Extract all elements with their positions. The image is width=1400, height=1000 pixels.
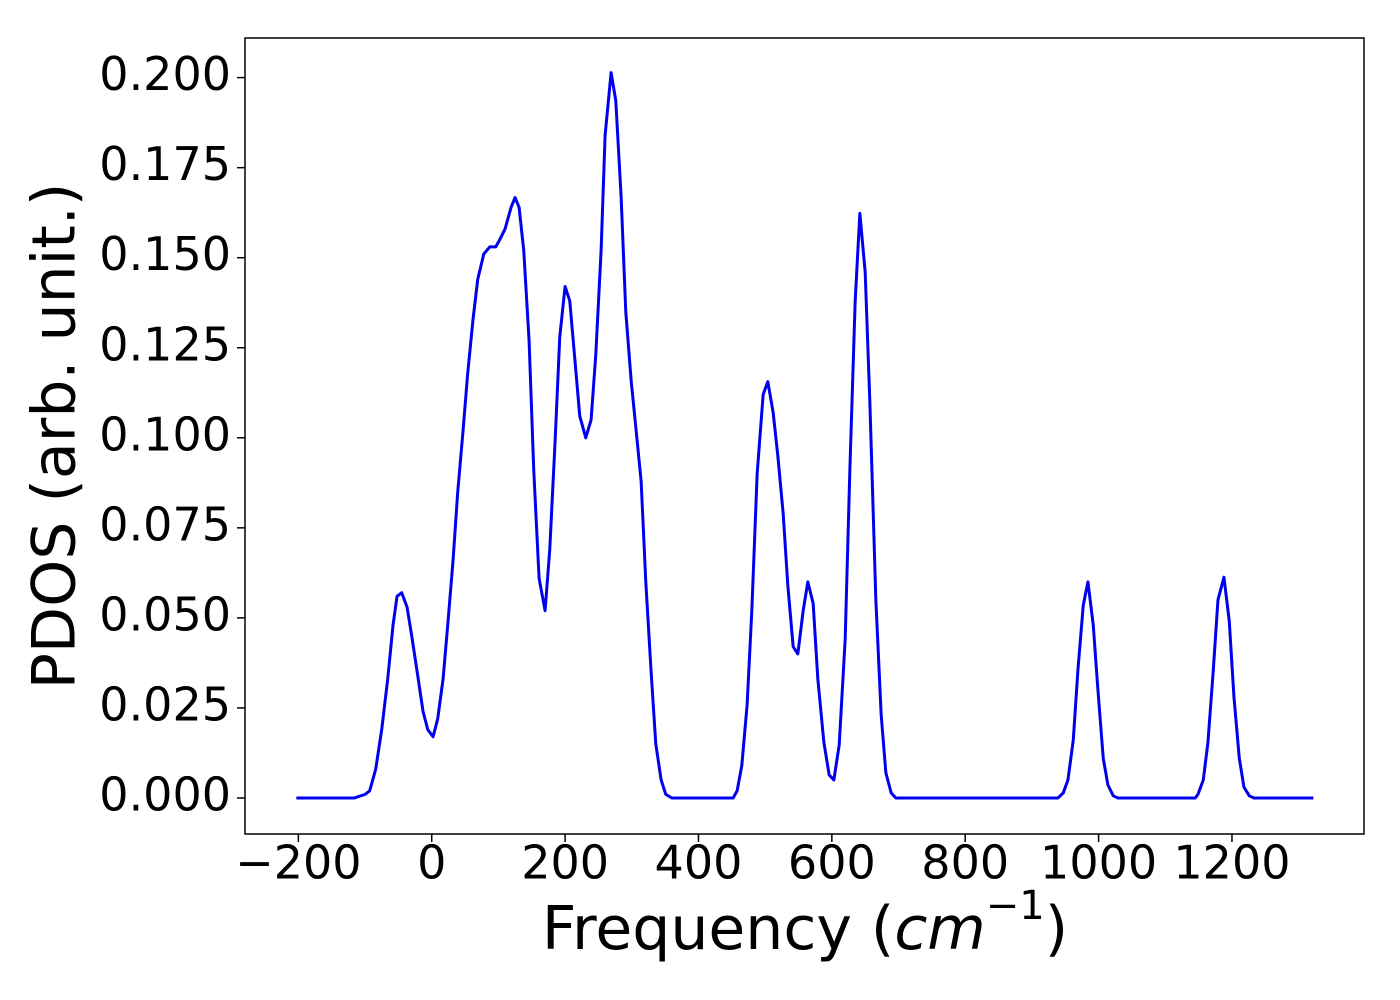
- x-tick-label: 800: [921, 836, 1009, 890]
- x-tick-label: 400: [655, 836, 743, 890]
- y-tick-label: 0.075: [99, 497, 231, 551]
- x-axis-label: Frequency (cm−1): [542, 883, 1068, 964]
- y-tick-label: 0.000: [99, 767, 231, 821]
- x-tick-label: 200: [521, 836, 609, 890]
- y-tick-label: 0.150: [99, 227, 231, 281]
- x-tick-label: 1200: [1173, 836, 1290, 890]
- x-tick-label: 0: [417, 836, 446, 890]
- y-tick-label: 0.100: [99, 407, 231, 461]
- y-axis-label: PDOS (arb. unit.): [20, 183, 90, 690]
- x-tick-label: 1000: [1040, 836, 1157, 890]
- y-tick-label: 0.175: [99, 137, 231, 191]
- x-tick-label: 600: [788, 836, 876, 890]
- y-tick-label: 0.050: [99, 587, 231, 641]
- x-tick-label: −200: [235, 836, 361, 890]
- y-tick-label: 0.125: [99, 317, 231, 371]
- y-tick-label: 0.025: [99, 677, 231, 731]
- pdos-line: [296, 71, 1314, 800]
- y-tick-label: 0.200: [99, 47, 231, 101]
- plot-frame: [244, 37, 1365, 835]
